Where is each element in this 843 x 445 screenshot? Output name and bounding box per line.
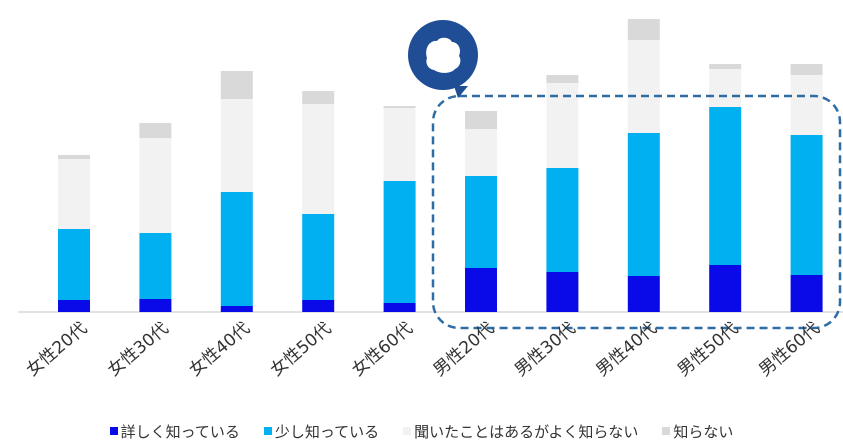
bar-segment-unknown-1: [58, 155, 90, 159]
legend-item-unknown: 知らない: [662, 421, 733, 442]
bar-segment-somewhat-4: [302, 214, 335, 300]
x-tick-label: 女性20代: [23, 319, 92, 381]
bar-segment-heard-3: [220, 99, 253, 192]
bar-segment-somewhat-8: [627, 133, 660, 276]
legend-label-detailed: 詳しく知っている: [120, 422, 240, 441]
bar-segment-unknown-5: [383, 106, 416, 108]
bar-segment-heard-9: [709, 69, 742, 107]
legend-item-detailed: 詳しく知っている: [109, 421, 240, 442]
bar-segment-unknown-10: [790, 64, 823, 75]
bar-segment-heard-4: [302, 104, 335, 214]
bar-segment-detailed-2: [139, 299, 172, 312]
bar-segment-somewhat-2: [139, 233, 172, 299]
bar-segment-detailed-3: [220, 306, 253, 312]
legend: 詳しく知っている 少し知っている 聞いたことはあるがよく知らない 知らない: [0, 420, 843, 442]
stacked-bar-chart: 女性20代 女性30代 女性40代 女性50代 女性60代 男性20代 男性30代 男性40代…: [18, 19, 843, 381]
bar-segment-detailed-8: [627, 276, 660, 312]
bar-segment-detailed-7: [546, 272, 579, 312]
bar-segment-unknown-3: [220, 71, 253, 99]
bar-segment-detailed-10: [790, 275, 823, 312]
legend-swatch-unknown: [662, 427, 671, 435]
bar-segment-heard-1: [58, 159, 90, 229]
bar-segment-detailed-9: [709, 265, 742, 312]
bar-segment-somewhat-9: [709, 107, 742, 265]
bar-segment-heard-2: [139, 138, 172, 233]
bar-segment-detailed-5: [383, 303, 416, 312]
legend-label-unknown: 知らない: [673, 422, 734, 441]
bar-segment-somewhat-3: [220, 192, 253, 306]
bar-segment-somewhat-5: [383, 181, 416, 303]
bar-segment-somewhat-1: [58, 229, 90, 300]
bar-segment-unknown-7: [546, 75, 579, 83]
x-tick-label: 女性30代: [104, 319, 173, 381]
bar-segment-heard-8: [627, 40, 660, 133]
x-tick-label: 男性40代: [593, 319, 662, 381]
bar-segment-heard-10: [790, 75, 823, 135]
bar-segment-somewhat-10: [790, 135, 823, 275]
bar-segment-heard-6: [465, 129, 497, 176]
legend-swatch-somewhat: [263, 427, 272, 435]
x-tick-label: 女性60代: [348, 319, 417, 381]
bars-layer: [58, 19, 823, 312]
bar-segment-unknown-2: [139, 123, 172, 138]
legend-item-somewhat: 少し知っている: [263, 421, 380, 442]
highlight-box: [431, 94, 842, 330]
bar-segment-detailed-4: [302, 300, 335, 312]
legend-label-somewhat: 少し知っている: [274, 422, 380, 441]
bar-segment-heard-5: [383, 108, 416, 181]
bar-segment-somewhat-7: [546, 168, 579, 272]
x-tick-labels: 女性20代 女性30代 女性40代 女性50代 女性60代 男性20代 男性30代 男性40代…: [23, 319, 824, 381]
head-silhouette-icon: [408, 20, 478, 98]
bar-segment-unknown-4: [302, 91, 335, 104]
bar-segment-unknown-9: [709, 64, 742, 69]
legend-swatch-heard: [403, 427, 412, 435]
bar-segment-detailed-6: [465, 268, 497, 312]
x-tick-label: 女性50代: [267, 319, 336, 381]
bar-segment-somewhat-6: [465, 176, 497, 268]
legend-label-heard: 聞いたことはあるがよく知らない: [414, 422, 639, 441]
legend-item-heard: 聞いたことはあるがよく知らない: [403, 421, 638, 442]
x-tick-label: 女性40代: [186, 319, 255, 381]
bar-segment-unknown-6: [465, 111, 497, 129]
bar-segment-unknown-8: [627, 19, 660, 40]
legend-swatch-detailed: [109, 427, 118, 435]
bar-segment-detailed-1: [58, 300, 90, 312]
